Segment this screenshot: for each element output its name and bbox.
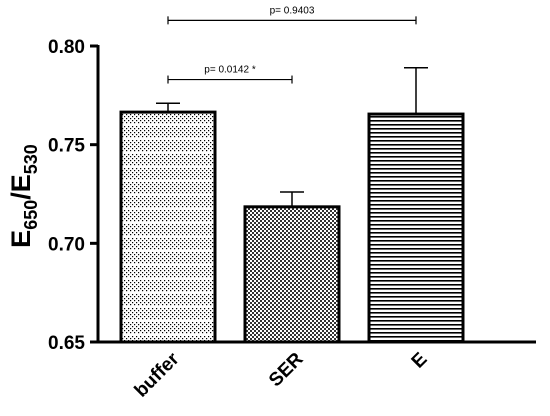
- x-category-label: SER: [265, 348, 308, 391]
- p-value-label: p= 0.0142 *: [204, 65, 256, 76]
- significance-brackets: p= 0.0142 * p= 0.9403: [167, 5, 417, 84]
- p-value-label: p= 0.9403: [270, 5, 315, 16]
- bar-buffer: [119, 110, 217, 344]
- y-axis-label-sub2: 530: [21, 144, 41, 174]
- x-category-label: buffer: [131, 348, 184, 401]
- y-tick-label: 0.80: [48, 37, 85, 58]
- y-tick-label: 0.65: [48, 333, 85, 354]
- y-axis-ticks: 0.65 0.70 0.75 0.80: [48, 37, 98, 354]
- y-axis-label: E650/E530: [6, 144, 41, 248]
- y-axis-label-sub1: 650: [21, 200, 41, 230]
- bar-e: [367, 112, 465, 344]
- x-axis-category-labels: buffer SER E: [131, 348, 432, 401]
- bar-ser: [243, 205, 341, 344]
- y-axis-label-main1: E: [6, 230, 36, 248]
- y-axis-label-main2: /E: [6, 174, 36, 200]
- x-category-label: E: [408, 349, 432, 373]
- y-tick-label: 0.75: [48, 136, 85, 157]
- y-tick-label: 0.70: [48, 234, 85, 255]
- error-bars: [156, 66, 428, 207]
- bars: [119, 110, 465, 344]
